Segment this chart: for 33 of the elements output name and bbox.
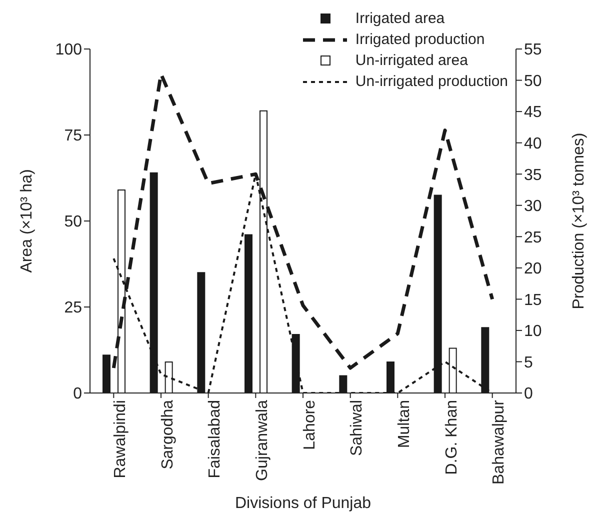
x-tick-label: Faisalabad [206, 400, 224, 478]
y2-axis-title: Production (×10³ tonnes) [570, 132, 588, 310]
y-tick-label: 0 [73, 386, 82, 403]
y2-tick-label: 0 [524, 386, 533, 403]
y-tick-label: 25 [64, 300, 82, 317]
x-tick-label: Gujranwala [254, 400, 272, 481]
x-tick-label: Multan [396, 400, 414, 448]
y2-tick-label: 35 [524, 166, 542, 184]
x-tick-label: D.G. Khan [443, 400, 460, 475]
y2-tick-label: 55 [524, 42, 542, 59]
x-axis-title: Divisions of Punjab [234, 495, 372, 512]
y2-tick-label: 50 [524, 72, 542, 90]
y2-tick-label: 10 [524, 323, 542, 340]
legend-label: Irrigated area [355, 10, 445, 27]
y2-tick-label: 20 [524, 260, 542, 278]
y-tick-label: 100 [55, 42, 82, 59]
y-axis-title: Area (×10³ ha) [18, 169, 36, 273]
y2-tick-label: 5 [524, 354, 533, 372]
x-tick-label: Sargodha [159, 400, 176, 470]
y2-tick-label: 15 [524, 292, 542, 309]
x-tick-label: Lahore [301, 400, 318, 450]
y-tick-label: 75 [64, 128, 82, 145]
legend-label: Un-irrigated area [355, 52, 468, 69]
x-tick-label: Bahawalpur [490, 399, 508, 484]
x-tick-label: Rawalpindi [112, 400, 130, 478]
y2-tick-label: 45 [524, 104, 542, 122]
y2-tick-label: 30 [524, 198, 542, 216]
legend-label: Irrigated production [355, 31, 485, 48]
legend-label: Un-irrigated production [355, 73, 508, 90]
x-tick-label: Sahiwal [348, 400, 366, 456]
y-tick-label: 50 [64, 214, 82, 231]
y2-tick-label: 25 [524, 229, 542, 246]
y2-tick-label: 40 [524, 136, 542, 152]
